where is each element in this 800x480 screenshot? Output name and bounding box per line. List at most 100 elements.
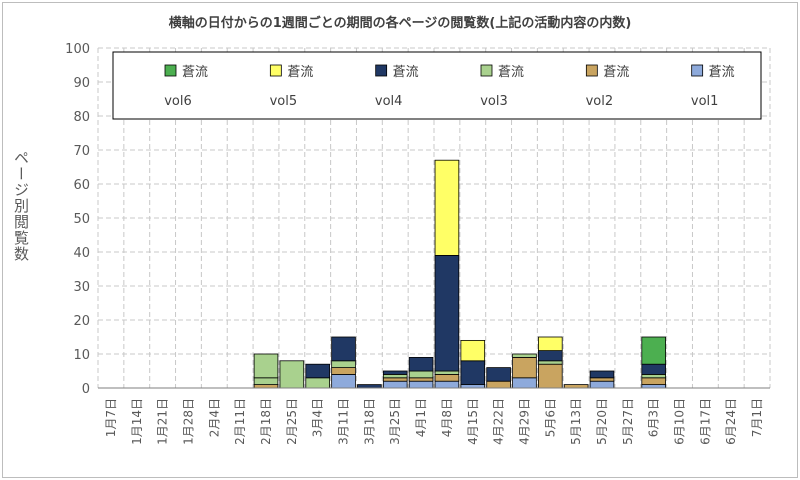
bar-segment [408,377,434,382]
legend-label: 蒼流 [393,65,419,80]
bar-segment [641,363,666,375]
y-tick-label: 0 [82,382,90,397]
x-tick-label: 1月28日 [181,398,195,445]
bar-segment [538,350,563,362]
bar-segment [589,370,615,379]
x-tick-label: 1月21日 [156,398,170,445]
x-tick-label: 4月8日 [440,398,454,437]
y-tick-label: 90 [73,76,90,91]
legend-sublabel: vol3 [480,94,508,109]
bar-segment [538,336,563,352]
y-tick-label: 40 [73,246,90,261]
x-tick-label: 2月4日 [207,398,221,437]
bar-segment [331,367,356,375]
legend-label: 蒼流 [603,65,629,80]
y-axis-label: ページ別閲覧数 [12,150,30,262]
y-tick-label: 60 [73,178,90,193]
bar-segment [253,353,279,379]
bar-segment [279,360,305,389]
bar-segment [512,356,537,379]
bar-segment [253,377,279,385]
x-tick-label: 3月4日 [311,398,325,437]
x-tick-label: 6月24日 [724,398,738,445]
x-tick-label: 3月18日 [362,398,376,445]
bar-segment [486,367,511,382]
y-tick-label: 70 [73,144,90,159]
bar-segment [382,377,408,382]
chart-title: 横軸の日付からの1週間ごとの期間の各ページの閲覧数(上記の活動内容の内数) [168,16,632,31]
legend-label: 蒼流 [709,65,735,80]
bar-segment [305,363,330,379]
x-tick-label: 7月1日 [750,398,764,437]
bar-segment [486,380,511,389]
y-tick-label: 10 [73,348,90,363]
x-tick-label: 6月17日 [698,398,712,445]
y-tick-label: 100 [65,42,90,57]
legend-swatch [164,64,177,77]
x-tick-label: 6月3日 [647,398,661,437]
x-tick-label: 5月6日 [543,398,557,437]
legend-sublabel: vol1 [691,94,719,109]
x-tick-label: 5月13日 [569,398,583,445]
x-tick-label: 2月11日 [233,398,247,445]
legend-sublabel: vol6 [164,94,192,109]
bar-segment [641,377,666,385]
x-tick-label: 4月22日 [492,398,506,445]
bar-segment [460,384,486,389]
x-tick-label: 2月25日 [285,398,299,445]
bar-segment [538,360,563,365]
y-tick-label: 80 [73,110,90,125]
x-tick-label: 3月25日 [388,398,402,445]
bar-segment [434,254,460,372]
bar-segment [589,380,615,389]
legend-sublabel: vol5 [270,94,298,109]
bar-segment [460,339,486,362]
x-tick-label: 2月18日 [259,398,273,445]
bar-segment [512,353,537,358]
x-tick-label: 4月15日 [466,398,480,445]
bar-segment [331,373,356,389]
bar-segment [641,373,666,379]
bar-segment [408,370,434,379]
bar-segment [434,373,460,382]
legend-swatch [375,64,388,77]
x-tick-label: 6月10日 [673,398,687,445]
bar-segment [305,377,330,389]
x-tick-label: 5月20日 [595,398,609,445]
x-tick-label: 1月7日 [104,398,118,437]
x-tick-label: 3月11日 [337,398,351,445]
legend-swatch [269,64,282,77]
bar-segment [641,384,666,389]
bar-segment [538,363,563,389]
legend-swatch [585,64,598,77]
bar-segment [382,373,408,379]
bar-segment [331,336,356,362]
y-tick-label: 20 [73,314,90,329]
legend-swatch [480,64,493,77]
legend-label: 蒼流 [287,65,313,80]
x-tick-label: 4月1日 [414,398,428,437]
bar-segment [434,159,460,256]
bar-segment [253,384,279,389]
bar-segment [563,384,589,389]
bar-segment [357,384,382,389]
bar-segment [512,377,537,389]
bar-segment [408,380,434,389]
legend-label: 蒼流 [498,65,524,80]
legend-sublabel: vol2 [586,94,614,109]
bar-segment [589,377,615,382]
bar-segment [382,380,408,389]
x-tick-label: 5月27日 [621,398,635,445]
legend-label: 蒼流 [182,65,208,80]
y-tick-label: 50 [73,212,90,227]
legend-sublabel: vol4 [375,94,403,109]
x-tick-label: 4月29日 [517,398,531,445]
y-tick-label: 30 [73,280,90,295]
legend-box [112,51,762,120]
legend-swatch [691,64,704,77]
bar-segment [434,380,460,389]
bar-segment [408,356,434,372]
bar-segment [641,336,666,365]
bar-segment [382,370,408,375]
